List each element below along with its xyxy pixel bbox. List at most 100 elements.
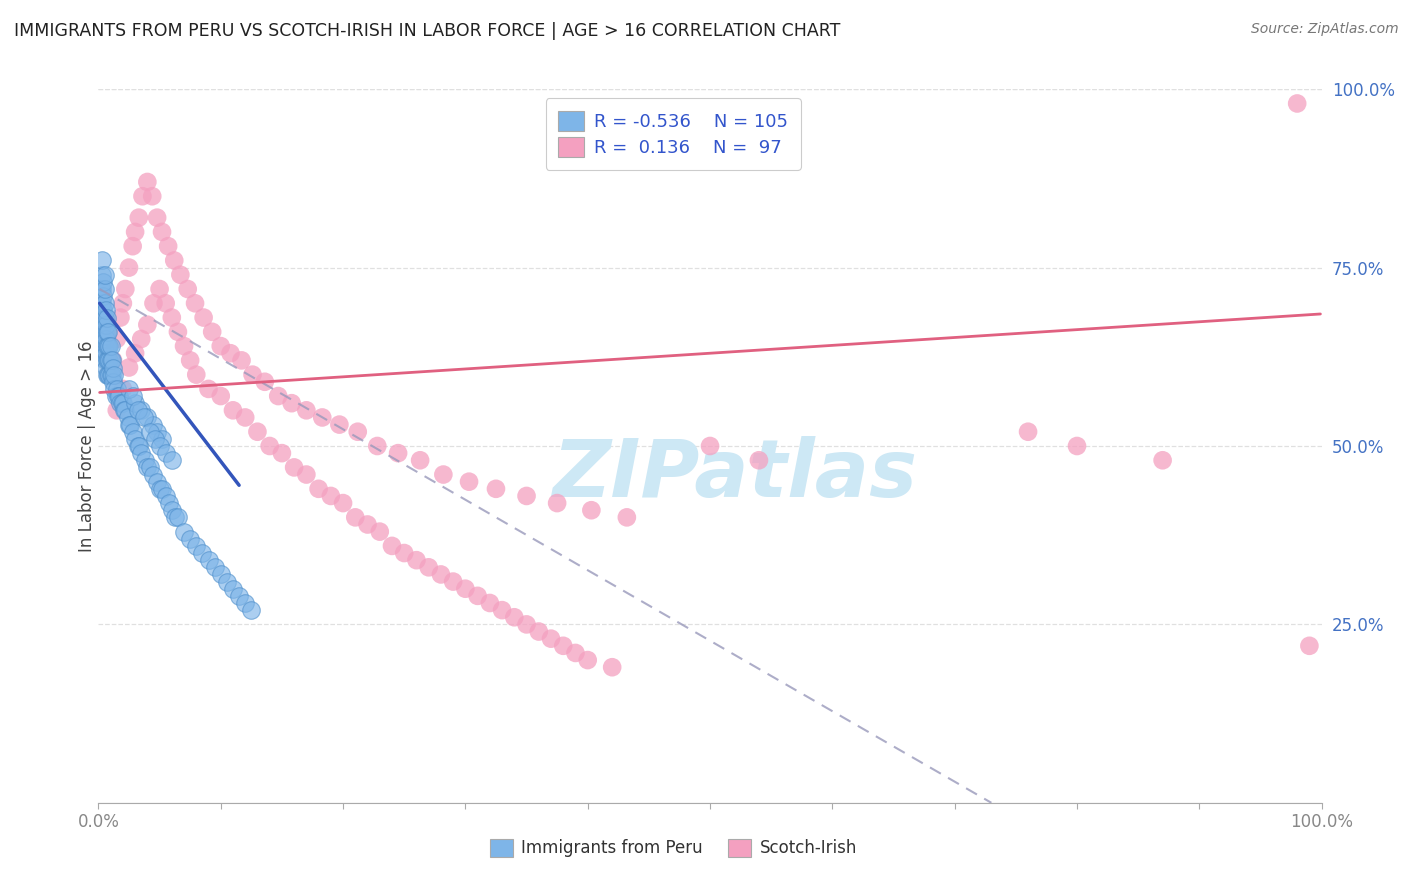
Point <box>454 582 477 596</box>
Point <box>600 660 623 674</box>
Point <box>96 310 118 325</box>
Point <box>540 632 562 646</box>
Point <box>93 353 115 368</box>
Point <box>546 496 568 510</box>
Point <box>150 225 173 239</box>
Point <box>184 296 207 310</box>
Point <box>93 310 115 325</box>
Point <box>280 396 302 410</box>
Point <box>121 389 143 403</box>
Point <box>127 403 149 417</box>
Point <box>128 211 150 225</box>
Point <box>136 460 159 475</box>
Point <box>160 503 183 517</box>
Point <box>209 389 232 403</box>
Point <box>91 346 114 360</box>
Point <box>96 353 118 368</box>
Point <box>110 396 132 410</box>
Point <box>515 617 537 632</box>
Point <box>233 410 256 425</box>
Point <box>246 425 269 439</box>
Point <box>191 546 214 560</box>
Point <box>491 603 513 617</box>
Point <box>90 296 112 310</box>
Point <box>149 482 172 496</box>
Point <box>97 368 120 382</box>
Point <box>97 339 120 353</box>
Point <box>346 425 368 439</box>
Point <box>405 553 427 567</box>
Point <box>553 639 575 653</box>
Point <box>242 368 264 382</box>
Point <box>193 310 215 325</box>
Point <box>418 560 440 574</box>
Point <box>155 489 177 503</box>
Point <box>91 318 114 332</box>
Text: ZIPatlas: ZIPatlas <box>553 435 917 514</box>
Point <box>328 417 350 432</box>
Point <box>136 318 159 332</box>
Point <box>141 189 163 203</box>
Point <box>94 360 117 375</box>
Point <box>96 339 118 353</box>
Point <box>111 396 134 410</box>
Point <box>103 382 125 396</box>
Point <box>105 332 128 346</box>
Point <box>94 332 117 346</box>
Point <box>97 325 120 339</box>
Point <box>1017 425 1039 439</box>
Point <box>267 389 290 403</box>
Point <box>93 339 115 353</box>
Point <box>91 332 114 346</box>
Point <box>90 310 112 325</box>
Point <box>96 368 118 382</box>
Point <box>581 503 603 517</box>
Point <box>699 439 721 453</box>
Point <box>253 375 276 389</box>
Point <box>117 410 139 425</box>
Point <box>94 346 117 360</box>
Point <box>129 332 152 346</box>
Point <box>366 439 388 453</box>
Point <box>114 403 136 417</box>
Point <box>155 446 177 460</box>
Point <box>121 425 143 439</box>
Point <box>124 346 146 360</box>
Point <box>101 375 124 389</box>
Point <box>139 460 162 475</box>
Point <box>105 382 128 396</box>
Point <box>240 603 263 617</box>
Point <box>128 439 150 453</box>
Point <box>308 482 330 496</box>
Point <box>209 567 232 582</box>
Point <box>157 496 180 510</box>
Point <box>173 339 195 353</box>
Point <box>576 653 599 667</box>
Point <box>467 589 489 603</box>
Point <box>108 389 131 403</box>
Point <box>311 410 333 425</box>
Point <box>124 432 146 446</box>
Point <box>1298 639 1320 653</box>
Point <box>105 403 128 417</box>
Point <box>177 282 200 296</box>
Point <box>219 346 242 360</box>
Point <box>222 582 245 596</box>
Point <box>121 239 143 253</box>
Point <box>209 339 232 353</box>
Point <box>118 360 141 375</box>
Point <box>146 425 169 439</box>
Point <box>111 396 134 410</box>
Point <box>142 417 165 432</box>
Point <box>100 353 122 368</box>
Point <box>485 482 508 496</box>
Point <box>132 410 155 425</box>
Point <box>748 453 770 467</box>
Point <box>101 353 124 368</box>
Point <box>120 417 142 432</box>
Point <box>143 432 166 446</box>
Point <box>91 253 114 268</box>
Point <box>101 360 124 375</box>
Point <box>93 325 115 339</box>
Point <box>111 296 134 310</box>
